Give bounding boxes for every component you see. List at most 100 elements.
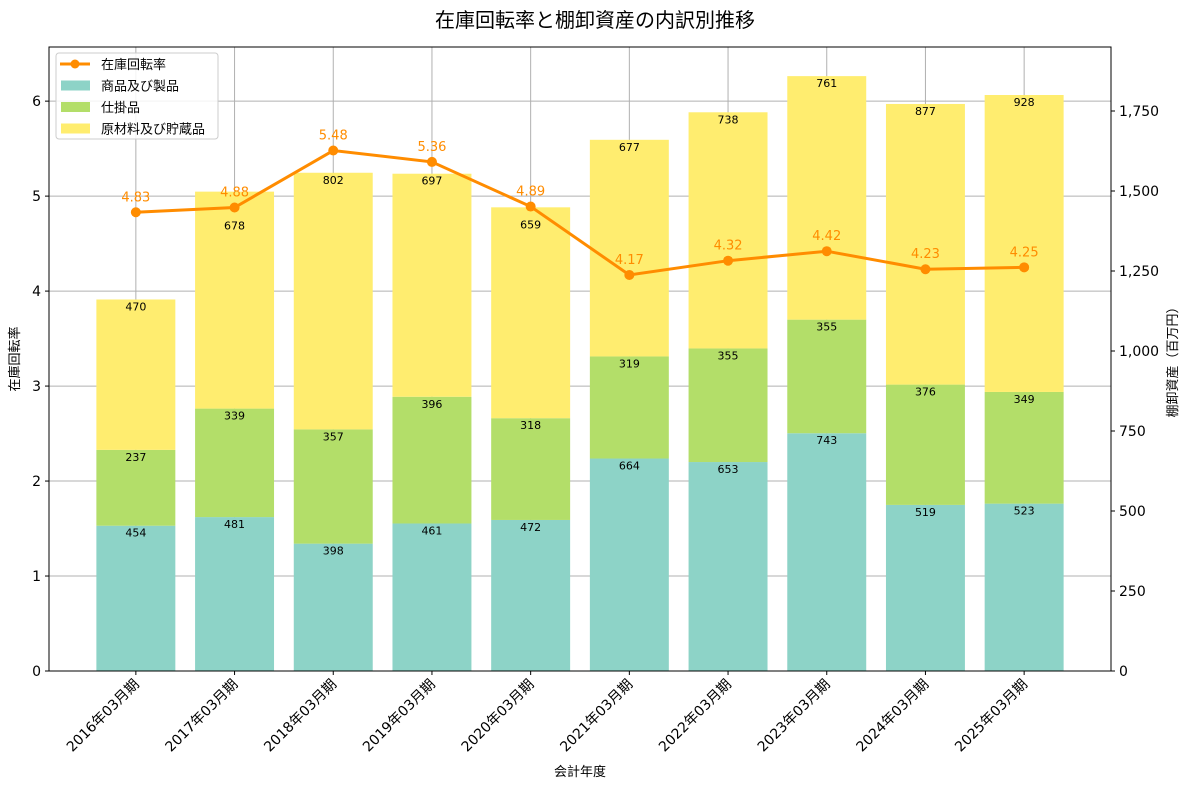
y-right-tick-label: 1,500 [1119, 184, 1159, 200]
bar-value-label: 928 [1014, 96, 1035, 109]
bar-segment [984, 391, 1064, 504]
x-tick-label: 2022年03月期 [656, 677, 735, 756]
rate-value-label: 5.36 [417, 140, 446, 155]
rate-value-label: 4.89 [516, 185, 545, 200]
rate-point [920, 264, 931, 275]
bar-segment [589, 356, 669, 459]
bar-value-label: 677 [619, 141, 640, 154]
bar-segment [885, 384, 965, 505]
rate-line-path [135, 148, 1025, 277]
y-tick-label: 6 [32, 94, 41, 110]
bar-labels: 454 237 470 481 339 678 398 357 802 461 396 697 472 3… [125, 77, 1034, 558]
rate-point [723, 255, 734, 266]
chart-title: 在庫回転率と棚卸資産の内訳別推移 [435, 8, 755, 32]
x-tick-label: 2024年03月期 [853, 677, 932, 756]
y-right-tick-label: 1,250 [1119, 264, 1159, 280]
legend-label: 在庫回転率 [101, 57, 166, 73]
bar-segment [984, 95, 1064, 392]
bar-segment [885, 103, 965, 385]
rate-point [1019, 262, 1030, 273]
bar-value-label: 319 [619, 357, 640, 370]
rate-point [328, 145, 339, 156]
x-tick-label: 2020年03月期 [459, 677, 538, 756]
bar-value-label: 659 [520, 219, 541, 232]
x-tick-label: 2019年03月期 [360, 677, 439, 756]
x-tick-label: 2023年03月期 [755, 677, 834, 756]
x-tick-label: 2018年03月期 [261, 677, 340, 756]
y-right-tick-label: 1,000 [1119, 344, 1159, 360]
bar-value-label: 653 [718, 463, 739, 476]
legend-box [55, 52, 219, 140]
rate-value-label: 4.32 [714, 239, 743, 254]
bar-value-label: 678 [224, 220, 245, 233]
x-tick-label: 2016年03月期 [64, 677, 143, 756]
rate-point [229, 202, 240, 213]
legend-swatch [61, 80, 90, 91]
y-right-tick-label: 500 [1119, 504, 1146, 520]
legend-label: 商品及び製品 [101, 80, 179, 95]
bar-value-label: 318 [520, 419, 541, 432]
bar-segment [195, 191, 275, 409]
rate-value-label: 4.17 [615, 253, 644, 268]
rate-point [426, 156, 437, 167]
rate-value-label: 4.83 [121, 190, 150, 205]
rate-line: 4.83 4.88 5.48 5.36 4.89 4.17 4.32 4.42 4.23 4.25 [121, 129, 1039, 280]
bar-value-label: 470 [125, 300, 146, 313]
x-axis-label: 会計年度 [554, 764, 606, 780]
bar-segment [392, 396, 472, 524]
legend-swatch [61, 102, 90, 112]
rate-value-label: 4.25 [1010, 245, 1039, 260]
bar-value-label: 664 [619, 460, 640, 473]
bar-value-label: 376 [915, 386, 936, 399]
rate-value-label: 4.88 [220, 186, 249, 201]
x-tick-label: 2025年03月期 [952, 677, 1031, 756]
bar-segment [589, 139, 669, 357]
legend-swatch [61, 123, 90, 134]
bar-value-label: 697 [421, 175, 442, 188]
bars [96, 76, 1064, 671]
x-tick-label: 2021年03月期 [557, 677, 636, 756]
bar-value-label: 237 [125, 451, 146, 464]
bar-segment [589, 458, 669, 671]
bar-value-label: 743 [816, 434, 837, 447]
bar-segment [787, 433, 867, 671]
rate-point [130, 207, 141, 218]
bar-segment [96, 525, 176, 671]
bar-value-label: 877 [915, 105, 936, 118]
bar-value-label: 454 [125, 527, 146, 540]
legend-label: 仕掛品 [101, 101, 140, 116]
bar-segment [195, 517, 275, 671]
bar-segment [688, 112, 768, 349]
y-right-tick-label: 250 [1119, 584, 1146, 600]
bar-segment [392, 173, 472, 397]
bar-segment [688, 462, 768, 671]
bar-segment [787, 76, 867, 320]
x-tick-label: 2017年03月期 [163, 677, 242, 756]
legend-label: 原材料及び貯蔵品 [101, 123, 205, 138]
bar-value-label: 472 [520, 521, 541, 534]
bar-segment [293, 543, 373, 671]
bar-value-label: 357 [323, 430, 344, 443]
rate-point [624, 269, 635, 280]
rate-point [525, 201, 536, 212]
bar-segment [491, 207, 571, 419]
y-tick-label: 2 [32, 474, 41, 490]
plot-frame [48, 46, 1112, 672]
bar-value-label: 461 [421, 524, 442, 537]
rate-value-label: 4.42 [812, 229, 841, 244]
bar-value-label: 523 [1014, 505, 1035, 518]
bar-segment [96, 299, 176, 450]
legend-marker [70, 59, 80, 69]
bar-value-label: 355 [816, 321, 837, 334]
bar-segment [885, 504, 965, 671]
bar-segment [688, 348, 768, 463]
y-tick-label: 3 [32, 379, 41, 395]
y-right-tick-label: 0 [1119, 664, 1128, 680]
y-tick-label: 0 [32, 664, 41, 680]
y-right-tick-label: 1,750 [1119, 104, 1159, 120]
rate-value-label: 5.48 [319, 129, 348, 144]
bar-value-label: 761 [816, 77, 837, 90]
bar-value-label: 519 [915, 506, 936, 519]
